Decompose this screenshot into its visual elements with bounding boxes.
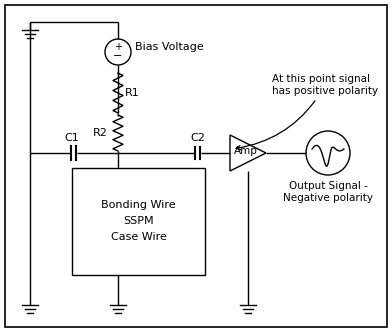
Text: At this point signal
has positive polarity: At this point signal has positive polari… bbox=[236, 74, 378, 150]
Text: Bias Voltage: Bias Voltage bbox=[135, 42, 204, 52]
Text: Amp: Amp bbox=[234, 146, 258, 156]
Text: Case Wire: Case Wire bbox=[111, 232, 167, 242]
Text: C1: C1 bbox=[65, 133, 79, 143]
Text: −: − bbox=[113, 51, 123, 61]
Text: Bonding Wire: Bonding Wire bbox=[101, 201, 176, 210]
Text: R2: R2 bbox=[93, 128, 108, 138]
Bar bbox=[72, 168, 205, 275]
Text: SSPM: SSPM bbox=[123, 216, 154, 226]
Text: C2: C2 bbox=[191, 133, 205, 143]
Text: R1: R1 bbox=[125, 88, 140, 98]
Text: +: + bbox=[114, 42, 122, 52]
Text: Output Signal -
Negative polarity: Output Signal - Negative polarity bbox=[283, 181, 373, 203]
